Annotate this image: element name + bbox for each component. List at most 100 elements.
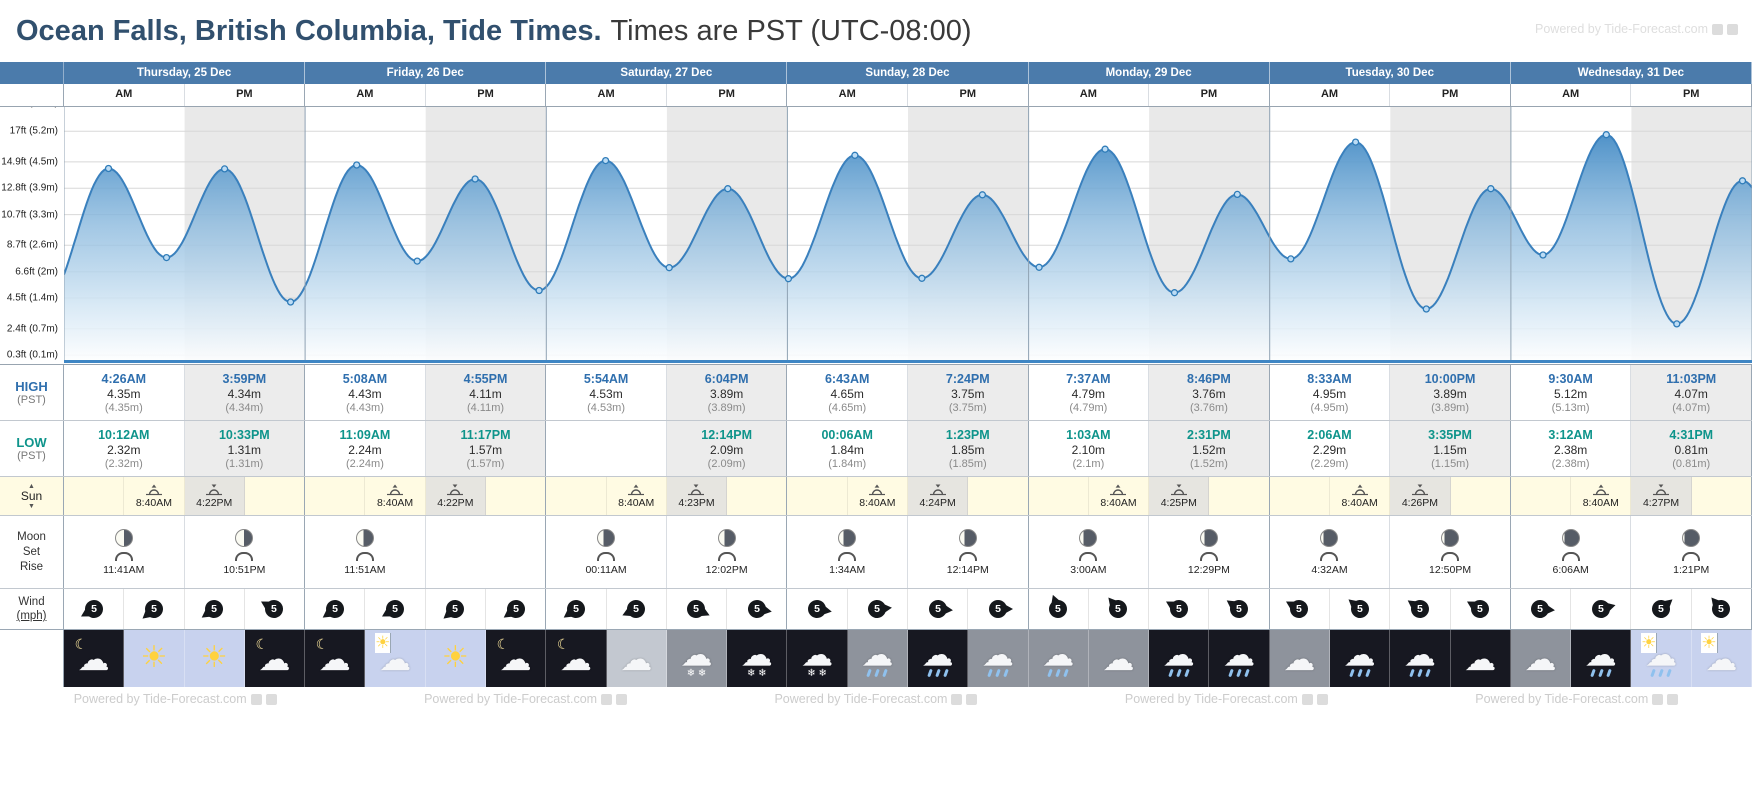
high-tide-height: 3.76m	[1192, 386, 1226, 401]
watermark-link[interactable]: Powered by Tide-Forecast.com	[1535, 22, 1738, 36]
cloud-glyph: ☁	[77, 640, 110, 677]
cloud-glyph: ☁	[921, 635, 954, 672]
weather-icon-rain: ☁	[1155, 635, 1203, 683]
day-header: Wednesday, 31 Dec	[1511, 62, 1752, 84]
cloud-glyph: ☁	[680, 635, 713, 672]
watermark-app-icon	[1652, 693, 1664, 705]
half-label: PM	[667, 84, 788, 106]
raindrops-icon	[1590, 668, 1612, 677]
cloud-glyph: ☁	[1584, 635, 1617, 672]
half-label: PM	[426, 84, 547, 106]
half-label: AM	[1270, 84, 1391, 106]
low-tide-height: 0.81m	[1674, 442, 1708, 457]
low-tide-time: 10:33PM	[218, 427, 270, 442]
weather-icon-rain: ☁	[1577, 635, 1625, 683]
wind-speed-value: 5	[1597, 603, 1604, 615]
moon-rise-set-time: 10:51PM	[223, 563, 266, 576]
tide-curve-svg	[64, 107, 1752, 363]
wind-direction-icon: 5	[1043, 593, 1074, 625]
moon-cell: 1:34AM	[787, 516, 908, 588]
wind-direction-icon: 5	[379, 593, 412, 626]
watermark-link[interactable]: Powered by Tide-Forecast.com	[1125, 692, 1328, 706]
high-tide-cell: 5:54AM 4.53m (4.53m)	[546, 365, 667, 420]
cloud-glyph: ☁	[740, 635, 773, 672]
watermark-link[interactable]: Powered by Tide-Forecast.com	[1475, 692, 1679, 706]
moon-rise-set-arc-icon	[958, 551, 977, 561]
raindrop	[1590, 668, 1596, 677]
raindrop	[934, 668, 941, 677]
low-tide-height: 1.52m	[1192, 442, 1226, 457]
weather-icon-sun: ☀	[130, 635, 178, 683]
low-tide-time: 10:12AM	[98, 427, 150, 442]
low-tide-height: 1.84m	[830, 442, 864, 457]
high-tide-time: 4:55PM	[463, 371, 508, 386]
wind-unit-link[interactable]: (mph)	[16, 610, 47, 622]
wind-cell: 5	[185, 589, 245, 629]
wind-speed-value: 5	[874, 603, 881, 615]
high-tide-cell: 9:30AM 5.12m (5.13m)	[1511, 365, 1632, 420]
high-tide-height-alt: (3.76m)	[1189, 401, 1228, 414]
weather-cell: ☀ ☁	[1691, 630, 1752, 687]
low-tide-cell: 2:31PM 1.52m (1.52m)	[1149, 421, 1270, 476]
weather-icon-cloud: ☁	[1456, 635, 1504, 683]
low-tide-height: 1.85m	[951, 442, 985, 457]
sunrise-time: 8:40AM	[1582, 497, 1619, 509]
low-tide-height-alt: (2.29m)	[1310, 457, 1349, 470]
cloud-glyph: ☁	[499, 640, 532, 677]
watermark-app-icon	[265, 693, 277, 705]
wind-direction-icon: 5	[1403, 592, 1436, 625]
wind-cell: 5	[607, 589, 667, 629]
low-tide-height-alt: (1.84m)	[828, 457, 867, 470]
low-tide-height-alt: (2.24m)	[345, 457, 384, 470]
sun-glyph: ☀	[140, 640, 168, 674]
weather-icon-sun: ☀	[431, 635, 479, 683]
moon-rise-set-arc-icon	[1079, 551, 1098, 561]
moon-rise-set-time: 12:50PM	[1429, 563, 1472, 576]
sun-label: Sun	[20, 488, 43, 503]
half-label: AM	[546, 84, 667, 106]
raindrop	[987, 668, 993, 677]
wind-direction-icon: 5	[559, 592, 592, 625]
raindrops-icon	[1168, 668, 1190, 677]
moon-phase-icon	[1561, 528, 1580, 547]
sunrise-time: 8:40AM	[1341, 497, 1378, 509]
wind-speed-badge: 5	[806, 598, 828, 620]
high-tide-height: 4.95m	[1312, 386, 1347, 401]
sun-glyph: ☀	[375, 632, 392, 653]
watermark-text: Powered by Tide-Forecast.com	[424, 692, 598, 706]
watermark-link[interactable]: Powered by Tide-Forecast.com	[424, 692, 628, 706]
watermark-link[interactable]: Powered by Tide-Forecast.com	[74, 692, 277, 706]
weather-icon-night-cloud: ☾ ☁	[250, 635, 298, 683]
wind-direction-icon: 5	[1343, 592, 1377, 626]
sun-cell: 4:27PM	[1631, 477, 1692, 515]
wind-direction-icon: 5	[1644, 592, 1678, 626]
wind-speed-value: 5	[633, 603, 640, 615]
high-tide-time: 6:43AM	[824, 371, 870, 386]
high-tide-height-alt: (5.13m)	[1551, 401, 1590, 414]
high-tide-cell: 6:04PM 3.89m (3.89m)	[666, 365, 788, 420]
sunrise-icon	[627, 483, 645, 496]
wind-speed-value: 5	[693, 603, 700, 615]
wind-speed-value: 5	[392, 603, 398, 615]
high-label: HIGH	[15, 379, 48, 394]
cloud-glyph: ☁	[1705, 640, 1738, 677]
moon-phase-icon	[235, 528, 254, 547]
high-tide-row: HIGH (PST) 4:26AM 4.35m (4.35m) 3:59PM 4.34m (4…	[0, 365, 1752, 421]
half-label: PM	[908, 84, 1029, 106]
low-tide-height: 2.09m	[709, 442, 744, 457]
half-label: AM	[1029, 84, 1150, 106]
day-header: Monday, 29 Dec	[1029, 62, 1270, 84]
low-tide-height: 2.29m	[1312, 442, 1347, 457]
sun-cell: 4:23PM	[666, 477, 728, 515]
low-tide-time: 12:14PM	[701, 427, 752, 442]
raindrop	[1417, 668, 1423, 677]
raindrops-icon	[1409, 668, 1431, 677]
high-tide-height: 4.65m	[830, 386, 864, 401]
raindrop	[1364, 668, 1371, 677]
moon-phase-icon	[597, 528, 616, 547]
sunset-icon	[446, 483, 464, 496]
watermark-link[interactable]: Powered by Tide-Forecast.com	[774, 692, 978, 706]
moon-cell: 6:06AM	[1510, 516, 1632, 588]
sunrise-icon	[1109, 483, 1127, 496]
sunrise-icon	[1592, 483, 1610, 496]
